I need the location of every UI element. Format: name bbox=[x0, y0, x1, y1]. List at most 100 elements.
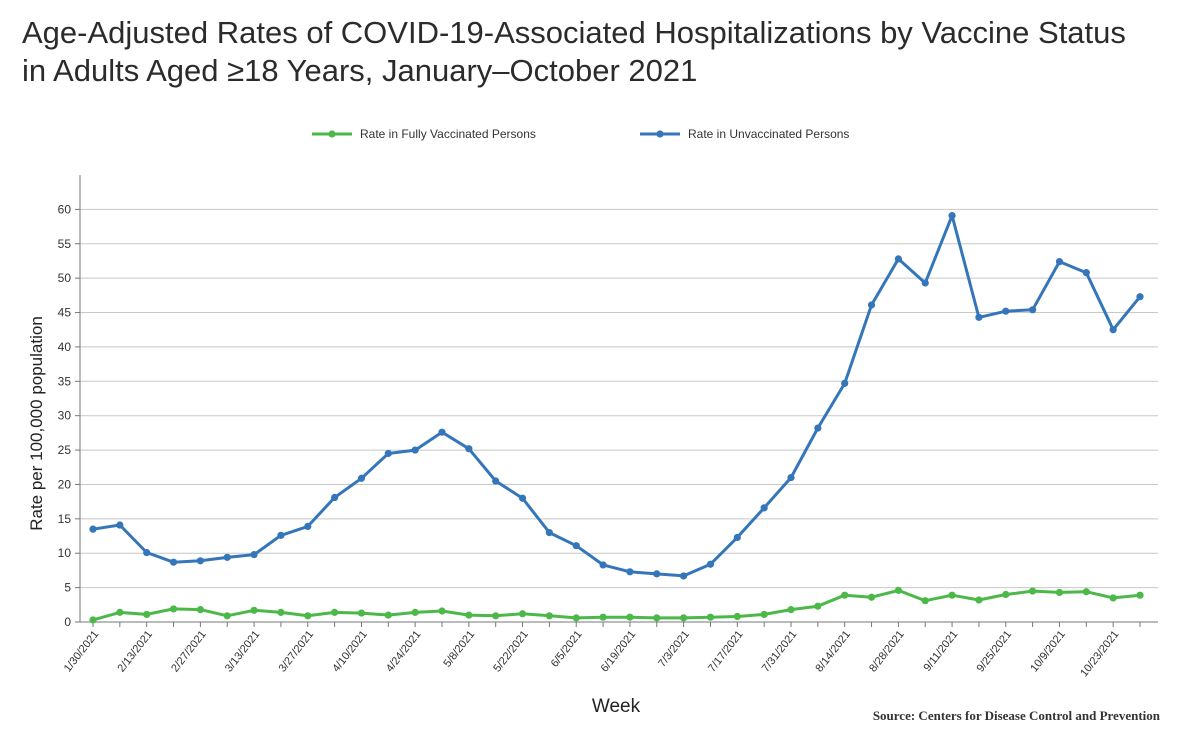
x-tick-label: 8/28/2021 bbox=[867, 628, 907, 674]
data-point bbox=[169, 558, 178, 566]
series-line-unvaccinated bbox=[92, 214, 1142, 578]
data-point bbox=[1002, 307, 1010, 315]
data-point bbox=[196, 557, 204, 565]
data-point bbox=[760, 504, 768, 512]
y-tick-label: 60 bbox=[58, 202, 72, 216]
data-point bbox=[1082, 269, 1090, 277]
data-point bbox=[921, 279, 929, 287]
data-point bbox=[1136, 293, 1144, 301]
data-point bbox=[1055, 258, 1064, 266]
chart-title-line-2: in Adults Aged ≥18 Years, January–Octobe… bbox=[22, 53, 698, 88]
data-point bbox=[948, 591, 956, 599]
data-point bbox=[733, 612, 741, 621]
data-point bbox=[894, 586, 902, 594]
data-point bbox=[975, 313, 983, 321]
legend-label: Rate in Fully Vaccinated Persons bbox=[360, 127, 536, 141]
data-point bbox=[492, 477, 500, 485]
y-tick-label: 0 bbox=[64, 615, 71, 629]
y-tick-label: 10 bbox=[58, 546, 72, 560]
data-point bbox=[143, 548, 151, 557]
data-point bbox=[143, 610, 151, 619]
data-point bbox=[626, 568, 634, 576]
data-point bbox=[1082, 588, 1090, 596]
data-point bbox=[626, 613, 634, 621]
data-point bbox=[1136, 591, 1144, 599]
data-point bbox=[250, 551, 258, 559]
series-line-vaccinated bbox=[92, 588, 1141, 622]
x-tick-label: 4/24/2021 bbox=[384, 628, 424, 674]
data-point bbox=[733, 533, 741, 542]
y-axis-label: Rate per 100,000 population bbox=[27, 316, 46, 531]
data-point bbox=[438, 607, 446, 615]
y-tick-label: 40 bbox=[58, 340, 72, 354]
x-tick-label: 2/27/2021 bbox=[169, 628, 209, 674]
y-tick-label: 15 bbox=[58, 512, 72, 526]
data-point bbox=[1029, 306, 1037, 314]
y-tick-label: 50 bbox=[58, 271, 72, 285]
data-point bbox=[760, 610, 768, 619]
x-tick-label: 5/22/2021 bbox=[491, 628, 531, 674]
data-point bbox=[384, 449, 392, 458]
data-point bbox=[304, 612, 312, 620]
x-tick-label: 5/8/2021 bbox=[441, 628, 477, 669]
data-point bbox=[465, 445, 473, 453]
data-point bbox=[814, 424, 822, 432]
legend-label: Rate in Unvaccinated Persons bbox=[688, 127, 849, 141]
data-point bbox=[411, 446, 419, 454]
data-point bbox=[706, 613, 715, 621]
data-point bbox=[357, 474, 366, 482]
data-point bbox=[116, 608, 124, 616]
x-tick-label: 7/3/2021 bbox=[656, 628, 692, 669]
x-axis-label: Week bbox=[592, 696, 641, 717]
data-point bbox=[867, 301, 876, 309]
x-tick-label: 8/14/2021 bbox=[813, 628, 853, 674]
data-point bbox=[841, 379, 849, 387]
chart-title-line-1: Age-Adjusted Rates of COVID-19-Associate… bbox=[22, 15, 1126, 50]
data-point bbox=[89, 525, 97, 533]
data-point bbox=[572, 542, 580, 550]
y-tick-label: 20 bbox=[58, 477, 72, 491]
x-tick-label: 3/13/2021 bbox=[223, 628, 263, 674]
data-point bbox=[518, 610, 527, 618]
y-tick-label: 35 bbox=[58, 374, 72, 388]
data-point bbox=[411, 608, 419, 616]
data-point bbox=[277, 608, 285, 616]
data-point bbox=[304, 522, 312, 531]
data-point bbox=[787, 473, 795, 482]
data-point bbox=[653, 570, 661, 578]
data-point bbox=[545, 529, 553, 537]
x-tick-label: 4/10/2021 bbox=[330, 628, 370, 674]
x-tick-label: 9/25/2021 bbox=[975, 628, 1015, 674]
x-tick-label: 7/17/2021 bbox=[706, 628, 746, 674]
chart-title: Age-Adjusted Rates of COVID-19-Associate… bbox=[22, 14, 1172, 90]
data-point bbox=[572, 614, 580, 622]
data-point bbox=[465, 611, 473, 619]
data-point bbox=[492, 612, 500, 620]
data-point bbox=[438, 428, 446, 436]
x-tick-label: 6/19/2021 bbox=[599, 628, 639, 674]
y-tick-label: 30 bbox=[58, 409, 72, 423]
data-point bbox=[277, 531, 285, 539]
source-note: Source: Centers for Disease Control and … bbox=[872, 708, 1160, 723]
data-point bbox=[706, 560, 715, 568]
data-point bbox=[1109, 326, 1117, 334]
data-point bbox=[599, 561, 607, 569]
data-point bbox=[331, 608, 339, 616]
data-point bbox=[223, 553, 231, 561]
data-point bbox=[599, 613, 607, 621]
data-point bbox=[1055, 588, 1064, 597]
data-point bbox=[89, 616, 97, 624]
x-tick-label: 10/23/2021 bbox=[1078, 628, 1121, 679]
data-point bbox=[1002, 590, 1010, 599]
data-point bbox=[331, 493, 339, 502]
x-tick-label: 6/5/2021 bbox=[549, 628, 585, 669]
data-point bbox=[1109, 594, 1117, 602]
legend-swatch-marker bbox=[328, 130, 336, 138]
y-tick-label: 5 bbox=[64, 581, 71, 595]
x-tick-label: 9/11/2021 bbox=[921, 628, 960, 673]
y-tick-label: 25 bbox=[58, 443, 72, 457]
data-point bbox=[894, 255, 902, 263]
data-point bbox=[680, 572, 688, 580]
data-point bbox=[223, 612, 231, 620]
